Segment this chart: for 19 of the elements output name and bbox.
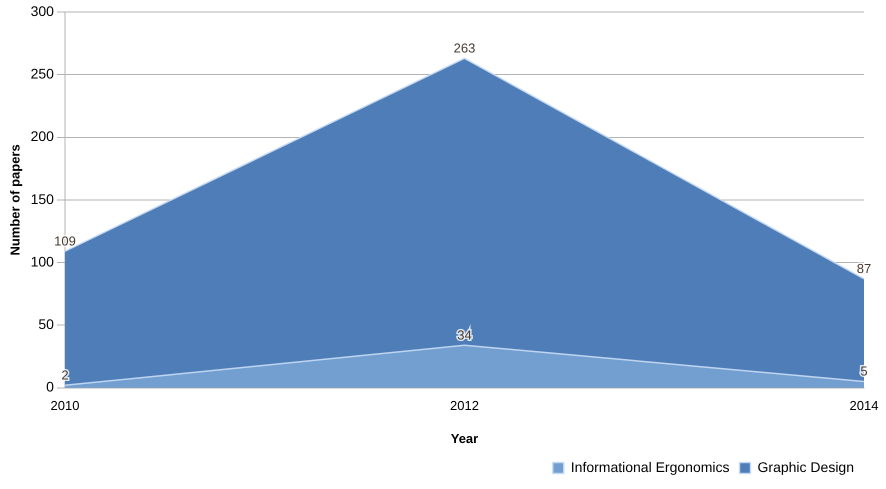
x-tick-label: 2010 — [50, 398, 80, 414]
y-tick-label: 100 — [30, 253, 54, 270]
x-tick-label: 2012 — [450, 398, 479, 414]
data-label: 87 — [856, 260, 872, 276]
y-axis-title: Number of papers — [7, 144, 22, 256]
y-tick-label: 150 — [30, 190, 54, 207]
y-tick-label: 300 — [30, 2, 54, 19]
y-tick-label: 0 — [46, 378, 54, 395]
x-tick-label: 2014 — [850, 398, 878, 414]
data-label: 109 — [54, 233, 76, 248]
y-tick-label: 250 — [30, 65, 54, 82]
legend-label: Graphic Design — [758, 458, 854, 475]
data-label: 263 — [454, 40, 476, 56]
y-tick-label: 200 — [30, 128, 54, 144]
x-axis-title: Year — [450, 430, 478, 446]
data-label: 34 — [457, 327, 472, 342]
y-tick-label: 50 — [38, 316, 54, 332]
legend-label: Informational Ergonomics — [570, 458, 730, 475]
data-label: 5 — [860, 364, 868, 379]
